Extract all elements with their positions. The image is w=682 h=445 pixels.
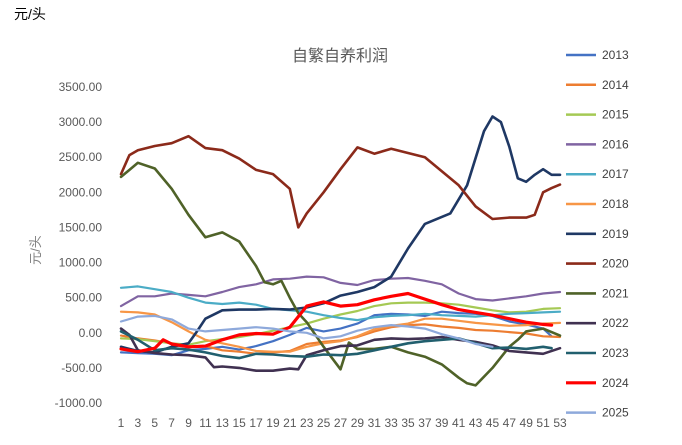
x-tick-label: 31	[368, 416, 382, 430]
x-tick-label: 27	[334, 416, 348, 430]
y-tick-label: 0.00	[79, 326, 103, 340]
x-tick-label: 45	[486, 416, 500, 430]
series-line-2016	[119, 275, 562, 308]
x-tick-label: 1	[118, 416, 125, 430]
chart-title: 自繁自养利润	[292, 47, 388, 65]
x-tick-label: 37	[418, 416, 432, 430]
x-tick-label: 43	[469, 416, 483, 430]
series-line-2020	[119, 134, 562, 229]
legend-label-2017: 2017	[602, 167, 629, 181]
legend-label-2019: 2019	[602, 227, 629, 241]
x-tick-label: 3	[135, 416, 142, 430]
y-tick-label: 500.00	[65, 291, 102, 305]
x-tick-label: 51	[536, 416, 550, 430]
x-tick-label: 17	[249, 416, 263, 430]
x-tick-label: 35	[401, 416, 415, 430]
series-line-2022	[119, 327, 562, 372]
legend-label-2015: 2015	[602, 108, 629, 122]
legend-label-2024: 2024	[602, 376, 629, 390]
y-tick-label: 3500.00	[59, 80, 103, 94]
x-tick-label: 47	[503, 416, 517, 430]
x-tick-label: 23	[300, 416, 314, 430]
y-unit-label: 元/头	[14, 6, 46, 22]
y-tick-label: 2000.00	[59, 185, 103, 199]
series-line-2021	[119, 161, 562, 387]
y-axis: 3500.00 3000.00 2500.00 2000.00 1500.00 1000.…	[55, 80, 103, 410]
y-tick-label: -500.00	[61, 361, 102, 375]
x-tick-label: 29	[351, 416, 365, 430]
series-line-2025	[119, 314, 494, 348]
x-tick-label: 53	[553, 416, 567, 430]
legend-label-2021: 2021	[602, 286, 629, 300]
x-tick-label: 25	[317, 416, 331, 430]
x-tick-label: 7	[168, 416, 175, 430]
series-line-2015	[119, 301, 562, 346]
x-tick-label: 49	[520, 416, 534, 430]
x-tick-label: 9	[185, 416, 192, 430]
y-axis-label: 元/头	[28, 235, 43, 265]
legend-label-2016: 2016	[602, 137, 629, 151]
legend-label-2014: 2014	[602, 78, 629, 92]
legend-label-2013: 2013	[602, 48, 629, 62]
x-tick-label: 41	[452, 416, 466, 430]
plot-area	[119, 115, 562, 387]
x-tick-label: 15	[233, 416, 247, 430]
y-tick-label: 3000.00	[59, 115, 103, 129]
legend-label-2020: 2020	[602, 257, 629, 271]
x-tick-label: 19	[266, 416, 280, 430]
y-tick-label: -1000.00	[55, 396, 103, 410]
x-axis: 1 3 5 7 9 11 13 15 17 19 21 23 25 27 29 31 33 35 37 39 41 43 4…	[118, 416, 567, 430]
series-line-2024	[119, 291, 554, 354]
y-tick-label: 1000.00	[59, 256, 103, 270]
x-tick-label: 5	[151, 416, 158, 430]
y-tick-label: 1500.00	[59, 220, 103, 234]
legend-label-2018: 2018	[602, 197, 629, 211]
x-tick-label: 21	[283, 416, 297, 430]
x-tick-label: 13	[216, 416, 230, 430]
x-tick-label: 33	[384, 416, 398, 430]
legend: 2013 2014 2015 2016 2017 2018 2019 2020 2021 2022…	[566, 48, 629, 420]
x-tick-label: 39	[435, 416, 449, 430]
legend-label-2022: 2022	[602, 316, 629, 330]
series-line-2019	[119, 115, 562, 354]
y-tick-label: 2500.00	[59, 150, 103, 164]
legend-label-2023: 2023	[602, 346, 629, 360]
legend-label-2025: 2025	[602, 406, 629, 420]
x-tick-label: 11	[199, 416, 212, 430]
